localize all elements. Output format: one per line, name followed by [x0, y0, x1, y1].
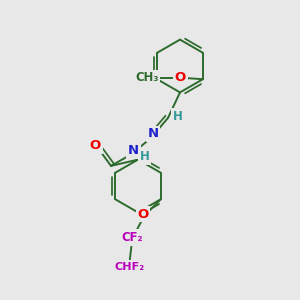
- Text: N: N: [147, 127, 159, 140]
- Text: O: O: [137, 208, 148, 221]
- Text: O: O: [175, 71, 186, 84]
- Text: H: H: [173, 110, 182, 123]
- Text: CHF₂: CHF₂: [114, 262, 144, 272]
- Text: O: O: [90, 139, 101, 152]
- Text: N: N: [128, 144, 139, 158]
- Text: CF₂: CF₂: [122, 231, 143, 244]
- Text: H: H: [140, 150, 149, 164]
- Text: CH₃: CH₃: [135, 71, 158, 84]
